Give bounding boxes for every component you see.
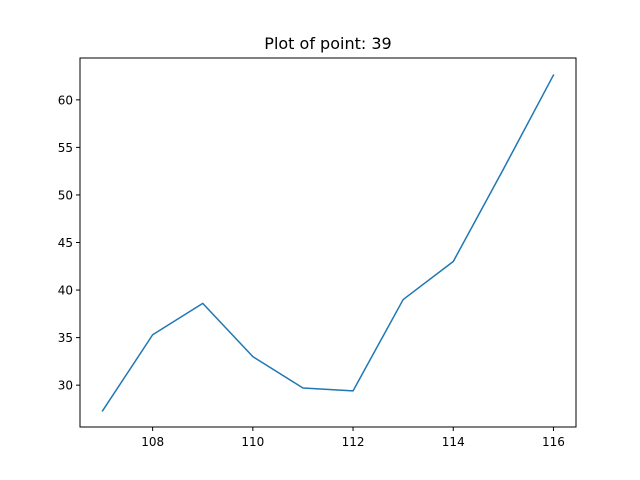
x-tick-label-0: 108 [141,435,164,449]
x-tick-label-2: 112 [342,435,365,449]
y-tick-label-4: 50 [58,188,73,202]
chart-title: Plot of point: 39 [264,34,391,53]
y-tick-label-5: 55 [58,141,73,155]
x-tick-label-3: 114 [442,435,465,449]
x-tick-label-4: 116 [542,435,565,449]
y-tick-label-1: 35 [58,331,73,345]
y-tick-label-3: 45 [58,236,73,250]
y-tick-label-0: 30 [58,379,73,393]
series-line-0 [101,74,555,412]
y-tick-label-6: 60 [58,93,73,107]
plot-area: 108 110 112 114 116 30 35 40 45 50 55 60 [58,57,577,449]
x-tick-label-1: 110 [241,435,264,449]
y-tick-label-2: 40 [58,284,73,298]
